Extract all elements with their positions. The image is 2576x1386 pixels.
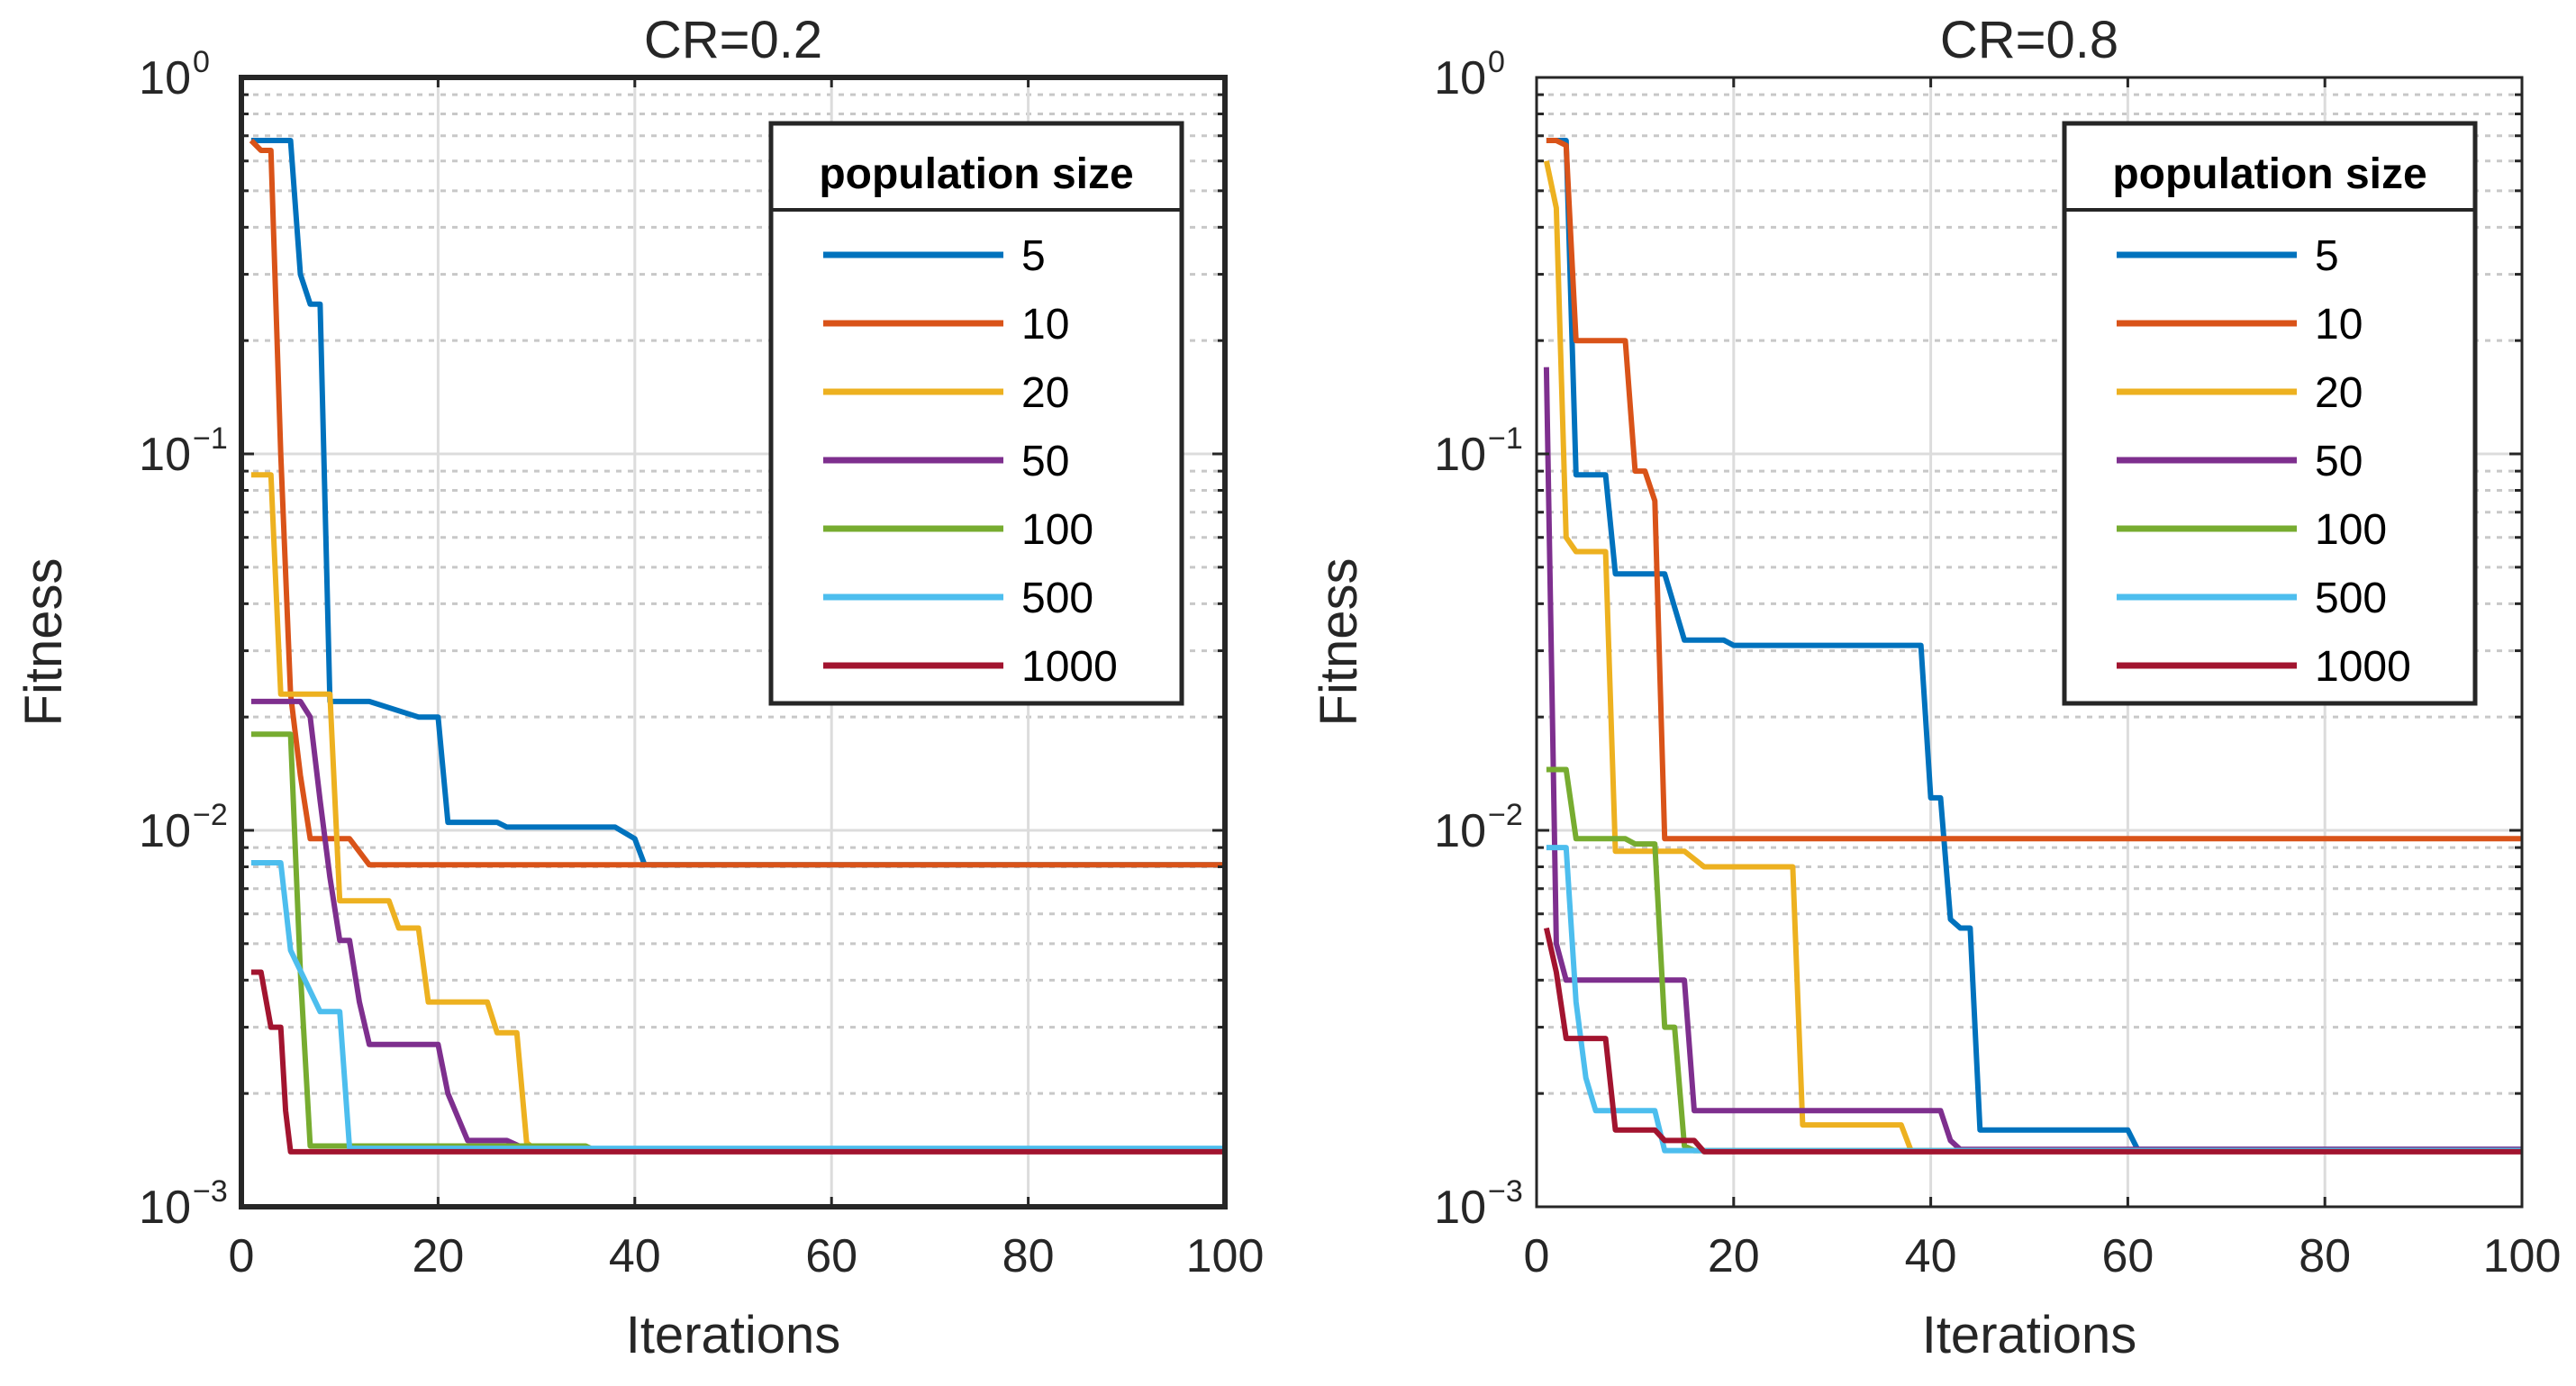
chart-title: CR=0.8 [1940, 11, 2118, 69]
chart-title: CR=0.2 [644, 11, 822, 69]
series-line-1000 [250, 969, 1225, 1155]
series-line-10 [249, 138, 1225, 868]
y-tick-exponent: −1 [193, 421, 228, 456]
legend-label: 50 [1021, 438, 1069, 485]
legend-item: 5 [2117, 232, 2339, 280]
legend-label: 50 [2315, 438, 2363, 485]
x-tick-label: 20 [412, 1230, 464, 1282]
legend-item: 10 [2117, 301, 2363, 349]
legend-label: 10 [1021, 301, 1069, 349]
legend-title: population size [819, 150, 1133, 198]
x-tick-label: 80 [1002, 1230, 1055, 1282]
y-axis-label: Fitness [1310, 558, 1368, 727]
x-tick-label: 40 [1905, 1230, 1957, 1282]
series-line-500 [1546, 845, 2522, 1154]
y-tick-exponent: −2 [193, 798, 228, 832]
legend: population size 5 10 20 50 100 500 1000 [2062, 121, 2478, 706]
legend-label: 5 [1021, 232, 1046, 280]
y-tick-exponent: −2 [1488, 798, 1523, 832]
y-tick-exponent: −3 [193, 1174, 228, 1209]
y-tick-label: 10 −1 [1434, 421, 1523, 481]
x-tick-label: 100 [1186, 1230, 1265, 1282]
legend-label: 1000 [1021, 643, 1118, 691]
x-tick-label: 0 [229, 1230, 255, 1282]
y-tick-label: 10 −3 [1434, 1174, 1523, 1234]
legend-label: 5 [2315, 232, 2339, 280]
x-tick-label: 60 [805, 1230, 857, 1282]
x-tick-label: 40 [609, 1230, 661, 1282]
tick-marks [1535, 77, 2524, 1209]
legend-item: 500 [2117, 575, 2387, 622]
legend-item: 20 [823, 369, 1069, 417]
legend: population size 5 10 20 50 100 500 1000 [768, 121, 1184, 706]
y-tick-label: 10 0 [1434, 45, 1505, 104]
x-axis-label: Iterations [626, 1306, 841, 1364]
y-tick-label: 10 −2 [139, 798, 228, 857]
series-line-1000 [1543, 927, 2522, 1155]
legend-item: 5 [823, 232, 1046, 280]
legend-item: 10 [823, 301, 1069, 349]
x-tick-label: 60 [2101, 1230, 2154, 1282]
series-line-5 [1546, 138, 2522, 1153]
legend-item: 500 [823, 575, 1093, 622]
legend-item: 50 [823, 438, 1069, 485]
x-tick-label: 0 [1524, 1230, 1550, 1282]
legend-label: 100 [1021, 506, 1093, 554]
axes-frame [239, 75, 1228, 1209]
series-line-50 [250, 698, 1225, 1153]
series-group [249, 138, 1225, 1155]
series-group [1543, 138, 2522, 1155]
y-tick-label: 10 −1 [139, 421, 228, 481]
legend-label: 500 [2315, 575, 2387, 622]
x-tick-label: 100 [2483, 1230, 2562, 1282]
legend-item: 50 [2117, 438, 2363, 485]
y-tick-label: 10 −3 [139, 1174, 228, 1234]
series-line-5 [250, 138, 1225, 868]
legend-title: population size [2112, 150, 2426, 198]
legend-item: 1000 [823, 643, 1118, 691]
legend-label: 10 [2315, 301, 2363, 349]
y-tick-label: 10 0 [139, 45, 210, 104]
series-line-500 [250, 860, 1225, 1152]
x-axis-label: Iterations [1922, 1306, 2137, 1364]
y-tick-base: 10 [1434, 429, 1486, 481]
y-tick-base: 10 [139, 805, 191, 857]
legend-item: 100 [2117, 506, 2387, 554]
legend-box [768, 121, 1184, 706]
legend-label: 100 [2315, 506, 2387, 554]
legend-item: 100 [823, 506, 1093, 554]
y-tick-base: 10 [1434, 805, 1486, 857]
series-line-10 [1546, 138, 2522, 842]
y-tick-base: 10 [139, 52, 191, 104]
legend-label: 500 [1021, 575, 1093, 622]
y-tick-label: 10 −2 [1434, 798, 1523, 857]
legend-label: 20 [1021, 369, 1069, 417]
x-tick-label: 20 [1708, 1230, 1760, 1282]
legend-label: 1000 [2315, 643, 2411, 691]
y-axis-label: Fitness [14, 558, 73, 727]
series-line-50 [1543, 367, 2522, 1153]
axes-frame [1535, 76, 2524, 1209]
y-tick-exponent: −1 [1488, 421, 1523, 456]
y-tick-base: 10 [1434, 1182, 1486, 1234]
y-tick-exponent: 0 [193, 45, 210, 79]
legend-item: 20 [2117, 369, 2363, 417]
y-tick-base: 10 [139, 1182, 191, 1234]
legend-box [2062, 121, 2478, 706]
legend-item: 1000 [2117, 643, 2411, 691]
legend-label: 20 [2315, 369, 2363, 417]
series-line-20 [1543, 160, 2522, 1154]
y-tick-base: 10 [139, 429, 191, 481]
series-line-20 [250, 472, 1225, 1154]
y-tick-exponent: 0 [1488, 45, 1505, 79]
series-line-100 [1546, 766, 2522, 1154]
tick-marks [240, 77, 1227, 1209]
x-tick-label: 80 [2299, 1230, 2351, 1282]
y-tick-base: 10 [1434, 52, 1486, 104]
y-tick-exponent: −3 [1488, 1174, 1523, 1209]
